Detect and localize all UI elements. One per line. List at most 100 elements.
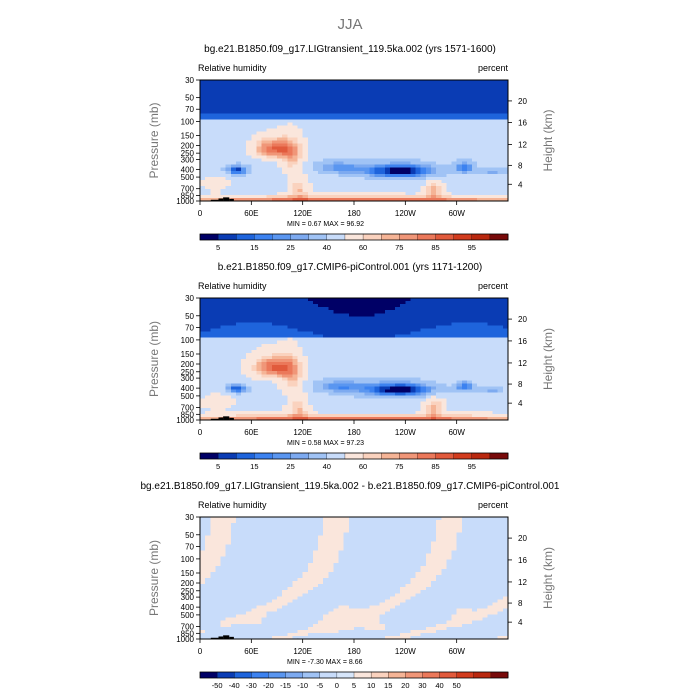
field-cell <box>410 331 416 335</box>
field-cell <box>271 340 278 345</box>
y-tick-label: 200 <box>181 360 195 369</box>
field-cell <box>354 116 360 120</box>
field-cell <box>354 197 360 202</box>
field-cell <box>271 131 278 135</box>
field-cell <box>215 380 221 384</box>
field-cell <box>410 149 416 153</box>
field-cell <box>348 413 355 418</box>
field-cell <box>210 80 216 84</box>
field-cell <box>384 401 391 406</box>
field-cell <box>343 131 350 135</box>
field-cell <box>230 352 237 357</box>
field-cell <box>364 185 370 190</box>
field-cell <box>302 398 309 403</box>
field-cell <box>497 304 504 308</box>
field-cell <box>287 137 293 141</box>
field-cell <box>487 383 493 387</box>
field-cell <box>466 322 473 326</box>
field-cell <box>415 407 422 412</box>
field-cell <box>333 137 339 141</box>
field-cell <box>302 134 309 138</box>
field-cell <box>241 125 247 129</box>
field-cell <box>271 359 278 363</box>
field-cell <box>425 371 432 375</box>
field-cell <box>389 92 396 96</box>
field-cell <box>431 407 437 412</box>
field-cell <box>466 80 473 84</box>
field-cell <box>482 337 488 342</box>
field-cell <box>436 368 442 372</box>
field-cell <box>466 185 473 190</box>
field-cell <box>384 125 391 129</box>
field-cell <box>323 349 329 354</box>
field-cell <box>256 128 262 132</box>
field-cell <box>400 331 406 335</box>
field-cell <box>287 155 293 160</box>
field-cell <box>497 122 504 126</box>
field-cell <box>436 349 442 354</box>
field-cell <box>225 125 232 129</box>
field-cell <box>359 191 365 196</box>
field-cell <box>369 319 375 323</box>
field-cell <box>487 386 493 390</box>
field-cell <box>205 158 211 163</box>
field-cell <box>431 362 437 366</box>
field-cell <box>497 331 504 335</box>
field-cell <box>420 107 427 111</box>
field-cell <box>292 316 298 320</box>
field-cell <box>210 131 216 135</box>
field-cell <box>395 179 401 184</box>
field-cell <box>271 152 278 157</box>
field-cell <box>235 298 242 302</box>
field-cell <box>436 95 442 99</box>
field-cell <box>482 182 488 187</box>
field-cell <box>400 389 406 393</box>
field-cell <box>451 398 458 403</box>
field-cell <box>405 155 411 160</box>
field-cell <box>210 328 216 332</box>
field-cell <box>461 331 468 335</box>
field-cell <box>466 119 473 123</box>
field-cell <box>451 92 458 96</box>
field-cell <box>441 146 447 150</box>
field-cell <box>333 328 339 332</box>
field-cell <box>312 346 319 351</box>
field-cell <box>497 313 504 317</box>
field-cell <box>410 355 416 360</box>
field-cell <box>410 395 416 400</box>
field-cell <box>348 167 355 172</box>
field-cell <box>318 107 324 111</box>
colorbar-swatch <box>381 452 400 460</box>
field-cell <box>405 298 411 302</box>
field-cell <box>400 113 406 117</box>
field-cell <box>384 398 391 403</box>
field-cell <box>323 101 329 105</box>
field-cell <box>271 362 278 366</box>
field-cell <box>312 134 319 138</box>
field-cell <box>497 325 504 329</box>
field-cell <box>384 301 391 305</box>
field-cell <box>333 401 339 406</box>
field-cell <box>472 371 478 375</box>
field-cell <box>220 98 227 102</box>
field-cell <box>369 413 375 418</box>
field-cell <box>451 194 458 199</box>
field-cell <box>282 122 288 126</box>
field-cells <box>200 298 509 421</box>
field-cell <box>200 407 206 412</box>
field-cell <box>420 188 427 193</box>
field-cell <box>318 392 324 396</box>
field-cell <box>225 128 232 132</box>
field-cell <box>451 185 458 190</box>
field-cell <box>395 122 401 126</box>
field-cell <box>410 101 416 105</box>
field-cell <box>246 191 252 196</box>
field-cell <box>451 146 458 150</box>
field-cell <box>312 86 319 90</box>
field-cell <box>338 389 345 393</box>
field-cell <box>261 131 268 135</box>
field-cell <box>225 383 232 387</box>
field-cell <box>461 95 468 99</box>
field-cell <box>369 152 375 157</box>
field-cell <box>266 161 273 166</box>
